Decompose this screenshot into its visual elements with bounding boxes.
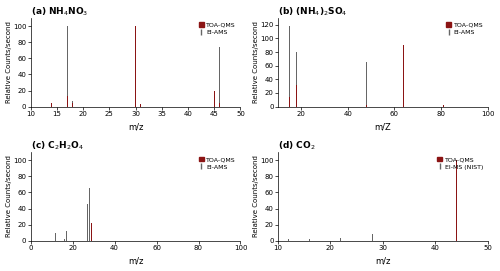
Bar bbox=[366, 62, 367, 107]
Bar bbox=[56, 101, 57, 107]
Text: (d) CO$_2$: (d) CO$_2$ bbox=[278, 140, 316, 152]
Bar bbox=[122, 219, 124, 241]
Bar bbox=[120, 217, 121, 241]
Y-axis label: Relative Counts/second: Relative Counts/second bbox=[6, 156, 12, 237]
Bar bbox=[72, 101, 73, 107]
Legend: TOA-QMS, EI-AMS: TOA-QMS, EI-AMS bbox=[198, 155, 237, 171]
Bar bbox=[289, 97, 290, 107]
Bar bbox=[89, 188, 90, 241]
Text: (b) (NH$_4$)$_2$SO$_4$: (b) (NH$_4$)$_2$SO$_4$ bbox=[278, 6, 347, 18]
Bar bbox=[443, 105, 444, 107]
Text: (a) NH$_4$NO$_3$: (a) NH$_4$NO$_3$ bbox=[30, 6, 88, 18]
Bar bbox=[309, 239, 310, 241]
Bar bbox=[67, 96, 68, 107]
Legend: TOA-QMS, EI-MS (NIST): TOA-QMS, EI-MS (NIST) bbox=[436, 155, 484, 171]
Bar bbox=[124, 218, 126, 241]
Bar bbox=[219, 47, 220, 107]
X-axis label: m/z: m/z bbox=[375, 256, 390, 265]
Bar bbox=[287, 100, 288, 107]
Bar bbox=[135, 104, 136, 107]
Bar bbox=[135, 26, 136, 107]
Bar bbox=[340, 238, 341, 241]
Bar bbox=[287, 49, 288, 107]
Y-axis label: Relative Counts/second: Relative Counts/second bbox=[253, 21, 259, 103]
Bar bbox=[289, 26, 290, 107]
Bar bbox=[67, 26, 68, 107]
X-axis label: m/z: m/z bbox=[128, 256, 143, 265]
Legend: TOA-QMS, EI-AMS: TOA-QMS, EI-AMS bbox=[445, 21, 484, 37]
Bar bbox=[124, 237, 126, 241]
X-axis label: m/Z: m/Z bbox=[374, 122, 391, 131]
Text: (c) C$_2$H$_2$O$_4$: (c) C$_2$H$_2$O$_4$ bbox=[30, 140, 84, 152]
Bar bbox=[72, 104, 73, 107]
Bar bbox=[56, 37, 57, 107]
Legend: TOA-QMS, EI-AMS: TOA-QMS, EI-AMS bbox=[198, 21, 237, 37]
Bar bbox=[329, 105, 330, 107]
Bar bbox=[127, 238, 128, 241]
Bar bbox=[140, 104, 141, 107]
Bar bbox=[329, 106, 330, 107]
Bar bbox=[482, 105, 484, 107]
Bar bbox=[219, 103, 220, 107]
Bar bbox=[296, 52, 297, 107]
Bar bbox=[91, 223, 92, 241]
Y-axis label: Relative Counts/second: Relative Counts/second bbox=[6, 21, 12, 103]
Bar bbox=[440, 105, 442, 107]
Bar bbox=[296, 85, 297, 107]
X-axis label: m/z: m/z bbox=[128, 122, 143, 131]
Bar bbox=[87, 205, 88, 241]
Bar bbox=[208, 106, 210, 107]
Y-axis label: Relative Counts/second: Relative Counts/second bbox=[253, 156, 259, 237]
Bar bbox=[440, 69, 442, 107]
Bar bbox=[122, 163, 124, 241]
Bar bbox=[366, 105, 367, 107]
